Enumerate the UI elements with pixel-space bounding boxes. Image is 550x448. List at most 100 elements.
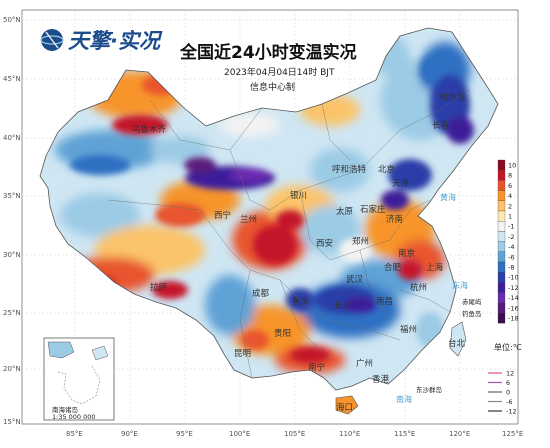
lat-label: 25°N (3, 309, 21, 317)
legend-value: -10 (508, 274, 519, 282)
legend-value: -14 (508, 294, 519, 302)
line-legend: 126 0-6 -12 (488, 370, 517, 416)
city-label: 合肥 (384, 262, 402, 273)
legend-value: -6 (508, 253, 514, 261)
legend-value: 10 (508, 162, 516, 170)
city-label: 上海 (426, 262, 444, 273)
lat-label: 40°N (3, 134, 21, 142)
legend-value: -4 (508, 243, 514, 251)
city-label: 石家庄 (360, 204, 386, 215)
legend-line-label: 0 (506, 389, 510, 397)
city-label: 重庆 (292, 296, 310, 307)
lon-label: 85°E (66, 430, 83, 438)
city-label: 郑州 (352, 236, 369, 247)
city-labels: 哈尔滨 长春 乌鲁木齐 西宁 兰州 银川 呼和浩特 北京 天津 石家庄 太原 济… (132, 92, 466, 413)
city-label: 杭州 (410, 282, 427, 293)
lat-label: 50°N (3, 16, 21, 24)
lat-label: 30°N (3, 251, 21, 259)
legend-value: 2 (508, 202, 512, 210)
lat-label: 15°N (3, 418, 21, 426)
legend-swatch (497, 312, 506, 324)
longitude-labels: 85°E 90°E 95°E 100°E 105°E 110°E 115°E 1… (66, 430, 523, 438)
city-label: 海口 (336, 402, 353, 413)
city-label: 兰州 (240, 214, 257, 225)
lat-label: 20°N (3, 365, 21, 373)
city-label: 西安 (316, 238, 333, 249)
legend-swatch (497, 159, 506, 171)
legend-value: -8 (508, 264, 514, 272)
city-label: 呼和浩特 (332, 164, 367, 175)
legend-swatch (497, 210, 506, 222)
lon-label: 95°E (176, 430, 193, 438)
city-label: 北京 (378, 164, 395, 175)
lon-label: 90°E (121, 430, 138, 438)
color-legend: 10 8 6 4 2 1 -1 -2 -4 -6 -8 -10 -12 -14 -16 -18 (497, 159, 519, 324)
city-label: 长沙 (334, 300, 352, 311)
city-label: 广州 (356, 358, 373, 369)
map-title: 全国近24小时变温实况 (179, 42, 357, 63)
map-datetime: 2023年04月04日14时 BJT (224, 66, 335, 78)
south-china-sea-inset: 南海诸岛 1:35 000 000 (43, 337, 115, 421)
inset-scale: 1:35 000 000 (52, 413, 96, 421)
legend-swatch (497, 200, 506, 212)
legend-unit: 单位:℃ (494, 342, 522, 352)
hainan-island (335, 395, 359, 415)
legend-line-label: -6 (506, 398, 512, 406)
lon-label: 100°E (229, 430, 250, 438)
city-label: 太原 (336, 206, 353, 217)
legend-value: 8 (508, 172, 512, 180)
lon-label: 125°E (502, 430, 523, 438)
legend-value: 1 (508, 213, 512, 221)
sea-label: 南海 (396, 394, 412, 404)
legend-line-label: 6 (506, 379, 510, 387)
city-label: 济南 (386, 214, 403, 225)
legend-value: 6 (508, 182, 512, 190)
legend-value: -18 (508, 315, 519, 323)
legend-swatch (497, 261, 506, 273)
lon-label: 115°E (394, 430, 415, 438)
city-label: 西宁 (214, 210, 231, 221)
city-label: 台北 (448, 338, 466, 349)
city-label: 武汉 (346, 274, 364, 285)
legend-swatch (497, 231, 506, 242)
legend-value: -12 (508, 284, 519, 292)
sea-labels: 黄海 东海 南海 (396, 192, 468, 404)
legend-swatch (497, 282, 506, 293)
latitude-labels: 50°N 45°N 40°N 35°N 30°N 25°N 20°N 15°N (3, 16, 21, 426)
island-label: 东沙群岛 (416, 385, 442, 394)
island-label: 赤尾屿 (462, 297, 482, 306)
city-label: 香港 (372, 374, 390, 385)
city-label: 南宁 (308, 362, 325, 373)
city-label: 南昌 (376, 296, 393, 307)
legend-value: -16 (508, 304, 519, 312)
lat-label: 35°N (3, 192, 21, 200)
legend-swatch (497, 292, 506, 303)
map-issuer: 信息中心制 (250, 81, 295, 93)
legend-value: -2 (508, 233, 514, 241)
city-label: 拉萨 (150, 282, 168, 293)
sea-label: 东海 (452, 280, 468, 290)
legend-swatch (497, 170, 506, 181)
logo-text: 天擎·实况 (68, 29, 163, 53)
sea-label: 黄海 (440, 192, 456, 202)
city-label: 哈尔滨 (440, 92, 466, 103)
city-label: 福州 (400, 324, 417, 335)
island-label: 钓鱼岛 (462, 309, 482, 318)
legend-swatch (497, 180, 506, 191)
city-label: 天津 (392, 178, 410, 189)
legend-line-label: 12 (506, 370, 514, 378)
city-label: 长春 (432, 120, 450, 131)
lon-label: 120°E (449, 430, 470, 438)
city-label: 成都 (252, 288, 270, 299)
city-label: 南京 (398, 248, 415, 259)
lat-label: 45°N (3, 75, 21, 83)
legend-value: 4 (508, 192, 512, 200)
legend-swatch (497, 241, 506, 252)
legend-swatch (497, 272, 506, 283)
lon-label: 110°E (339, 430, 360, 438)
legend-value: -1 (508, 223, 514, 231)
legend-line-label: -12 (506, 408, 517, 416)
legend-swatch (497, 251, 506, 263)
city-label: 贵阳 (274, 328, 291, 339)
